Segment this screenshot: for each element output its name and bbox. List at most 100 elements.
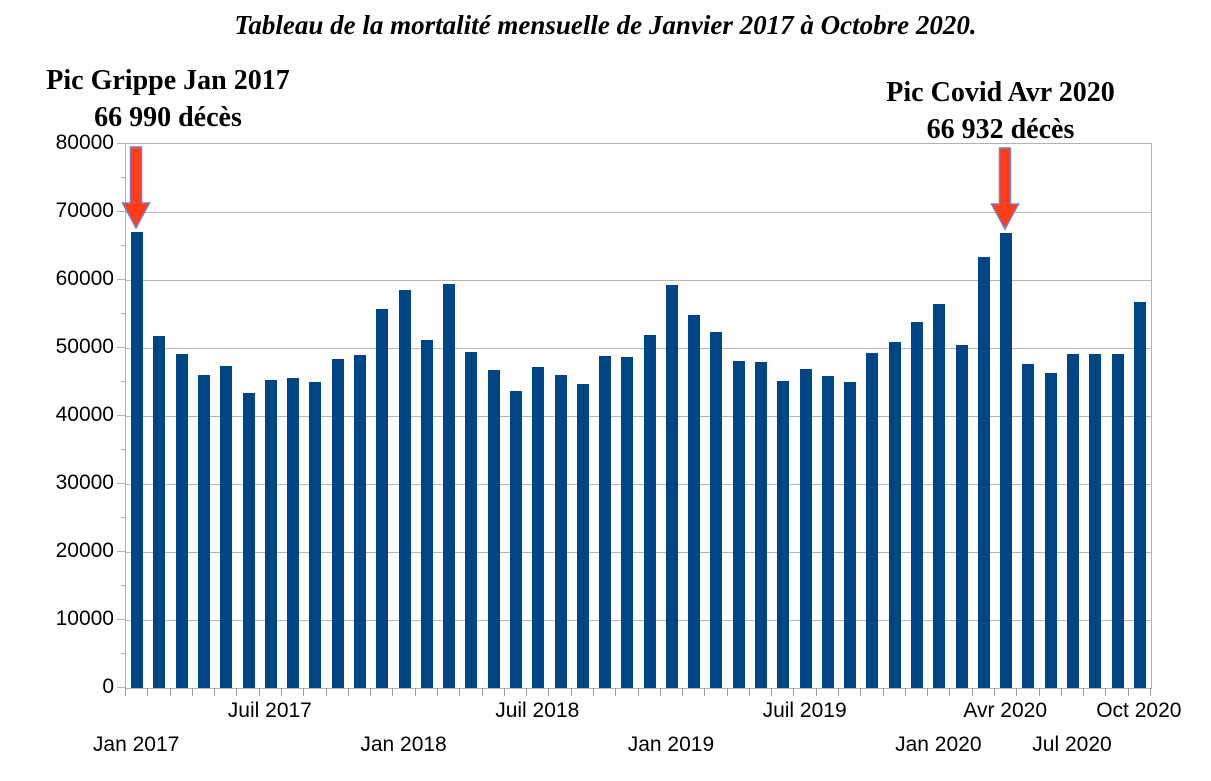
x-tick-25: [682, 688, 684, 696]
annotation-grippe-peak: Pic Grippe Jan 2017 66 990 décès: [18, 62, 318, 136]
x-tick-23: [637, 688, 639, 696]
annotation-covid-line1: Pic Covid Avr 2020: [886, 77, 1115, 108]
y-axis-label-40000: 40000: [55, 403, 114, 426]
bar-Mar 2019: [710, 331, 723, 688]
x-axis-label-Jan-2019: Jan 2019: [627, 733, 715, 756]
bar-Sep 2019: [844, 382, 857, 688]
y-axis-label-10000: 10000: [55, 607, 114, 630]
bar-Juin 2017: [242, 392, 255, 688]
x-tick-32: [838, 688, 840, 696]
x-tick-2: [169, 688, 171, 696]
x-tick-27: [726, 688, 728, 696]
annotation-covid-line2: 66 932 décès: [926, 114, 1075, 145]
y-major-tick-20000: [117, 551, 125, 552]
x-tick-7: [280, 688, 282, 696]
x-tick-1: [147, 688, 149, 696]
x-tick-5: [236, 688, 238, 696]
bar-Juin 2020: [1044, 373, 1057, 688]
x-tick-21: [592, 688, 594, 696]
bar-Fév 2019: [688, 314, 701, 688]
x-axis-label-Oct-2020: Oct 2020: [1096, 699, 1182, 722]
bar-Nov 2017: [353, 354, 366, 688]
bar-Mar 2020: [977, 256, 990, 688]
x-tick-39: [994, 688, 996, 696]
x-tick-30: [793, 688, 795, 696]
x-tick-33: [860, 688, 862, 696]
x-axis-label-Jan-2017: Jan 2017: [92, 733, 180, 756]
bar-Jan 2019: [665, 284, 678, 688]
x-tick-0: [125, 688, 126, 696]
y-axis-label-70000: 70000: [55, 199, 114, 222]
x-tick-24: [659, 688, 661, 696]
bar-Jul 2020: [1067, 354, 1079, 688]
bar-Juin 2018: [509, 390, 522, 688]
arrow-grippe-shape: [121, 146, 151, 231]
x-tick-40: [1016, 688, 1018, 696]
bar-Oct 2020: [1133, 301, 1146, 688]
y-minor-tick-5000: [121, 653, 125, 654]
y-major-tick-30000: [117, 483, 125, 484]
x-tick-35: [904, 688, 906, 696]
gridline-60000: [126, 279, 1151, 281]
gridline-20000: [126, 551, 1151, 553]
y-major-tick-70000: [117, 211, 125, 212]
bar-Oct 2018: [599, 356, 612, 688]
bar-Aoû 2017: [287, 377, 300, 688]
x-tick-29: [771, 688, 773, 696]
bar-Avr 2020: [1000, 232, 1013, 688]
annotation-grippe-line1: Pic Grippe Jan 2017: [46, 65, 290, 96]
gridline-10000: [126, 619, 1151, 621]
gridline-30000: [126, 483, 1151, 485]
y-major-tick-10000: [117, 619, 125, 620]
x-tick-10: [347, 688, 349, 696]
x-tick-43: [1083, 688, 1085, 696]
y-minor-tick-65000: [121, 245, 125, 246]
bar-Fév 2017: [153, 336, 166, 688]
x-tick-31: [815, 688, 817, 696]
bar-Déc 2019: [911, 322, 924, 688]
y-axis-label-0: 0: [102, 675, 114, 698]
x-tick-34: [882, 688, 884, 696]
x-tick-14: [436, 688, 438, 696]
bar-Avr 2018: [465, 352, 478, 688]
annotation-covid-peak: Pic Covid Avr 2020 66 932 décès: [858, 74, 1143, 148]
bar-Nov 2018: [621, 356, 634, 688]
bar-Mai 2020: [1022, 364, 1035, 688]
y-minor-tick-25000: [121, 517, 125, 518]
y-major-tick-80000: [117, 143, 125, 144]
x-tick-6: [258, 688, 260, 696]
x-axis-label-Juil-2019: Juil 2019: [762, 699, 847, 722]
x-axis-label-Jan-2020: Jan 2020: [895, 733, 982, 756]
bar-Sep 2020: [1111, 354, 1124, 688]
y-major-tick-60000: [117, 279, 125, 280]
bar-Fév 2018: [420, 339, 433, 688]
x-tick-9: [325, 688, 327, 696]
x-axis-label-Juil-2018: Juil 2018: [495, 699, 580, 722]
x-tick-26: [704, 688, 706, 696]
bar-Avr 2017: [197, 374, 210, 688]
x-tick-38: [971, 688, 973, 696]
arrow-covid-shape: [990, 147, 1020, 231]
x-tick-36: [927, 688, 929, 696]
x-axis-label-Jan-2018: Jan 2018: [360, 733, 447, 756]
x-tick-41: [1038, 688, 1040, 696]
y-major-tick-40000: [117, 415, 125, 416]
bar-Mai 2018: [487, 370, 500, 688]
arrow-grippe: [121, 146, 151, 231]
x-tick-44: [1105, 688, 1107, 696]
x-tick-42: [1060, 688, 1062, 696]
bar-Jan 2020: [933, 304, 946, 688]
bar-Sep 2018: [576, 384, 589, 688]
bar-Mar 2018: [443, 284, 456, 688]
x-tick-11: [370, 688, 372, 696]
x-tick-19: [548, 688, 550, 696]
x-tick-45: [1127, 688, 1129, 696]
x-tick-22: [615, 688, 617, 696]
bar-Fév 2020: [955, 344, 968, 688]
bar-Jan 2017: [131, 232, 144, 688]
bar-Oct 2017: [331, 359, 344, 688]
x-tick-28: [748, 688, 750, 696]
bar-Oct 2019: [866, 352, 879, 688]
y-axis-label-30000: 30000: [55, 471, 114, 494]
y-major-tick-50000: [117, 347, 125, 348]
